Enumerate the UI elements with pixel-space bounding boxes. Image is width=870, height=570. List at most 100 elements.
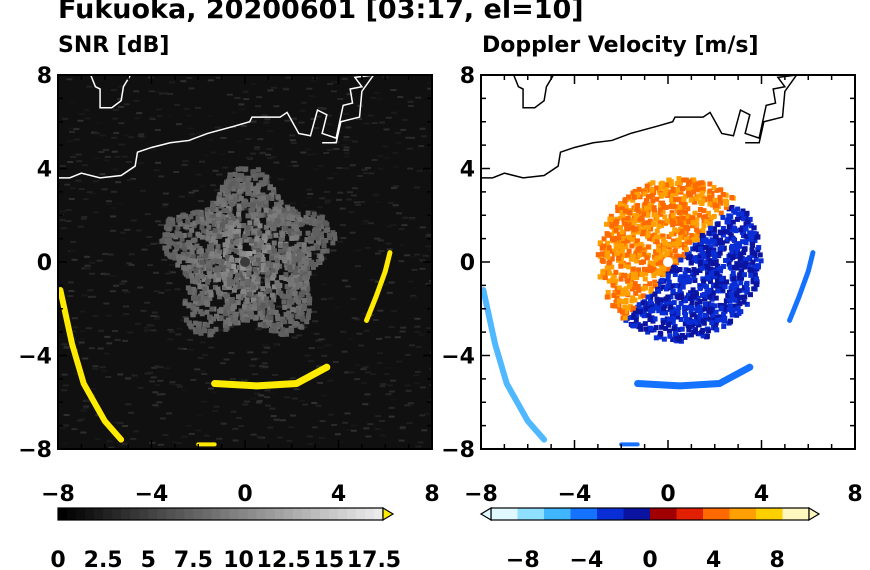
x-tick-label: −8 (464, 482, 498, 507)
colorbar-underflow (479, 506, 492, 522)
colorbar-overflow (382, 506, 395, 522)
colorbar-cell (597, 508, 607, 520)
colorbar-cell (650, 508, 660, 520)
colorbar-cell (508, 508, 518, 520)
colorbar-cell (703, 508, 713, 520)
colorbar-cell (292, 508, 303, 520)
colorbar-cell (256, 508, 267, 520)
colorbar-tick-label: 5 (141, 548, 156, 570)
colorbar-cell (605, 508, 616, 520)
colorbar-cell (561, 508, 571, 520)
colorbar-cell (139, 508, 149, 520)
y-tick-label: 4 (37, 158, 52, 183)
colorbar-cell (614, 508, 624, 520)
colorbar-cell (283, 508, 294, 520)
coastline (90, 75, 132, 109)
colorbar-cell (658, 508, 669, 520)
colorbar-cell (229, 508, 240, 520)
x-tick-label: 8 (424, 482, 439, 507)
colorbar-cell (676, 508, 686, 520)
y-tick-label: −4 (18, 345, 52, 370)
colorbar-cell (328, 508, 339, 520)
x-tick-label: 0 (660, 482, 675, 507)
echo-band (481, 287, 548, 443)
colorbar-cell (632, 508, 642, 520)
colorbar-cell (319, 508, 330, 520)
doppler-panel: −8 −4 0 4 8 8 4 0 −4 −8 −8 −4 0 4 8 (441, 64, 862, 570)
colorbar-cell (58, 508, 68, 520)
y-tick-label: 4 (460, 158, 475, 183)
colorbar-cell (641, 508, 651, 520)
colorbar-cell (310, 508, 321, 520)
colorbar-cell (112, 508, 122, 520)
x-tick-label: −8 (41, 482, 75, 507)
y-tick-label: −4 (441, 345, 475, 370)
colorbar-cell (623, 508, 633, 520)
colorbar-cell (166, 508, 176, 520)
colorbar-tick-label: 15 (314, 548, 345, 570)
x-tick-label: 8 (847, 482, 862, 507)
colorbar-cell (364, 508, 375, 520)
colorbar-cell (346, 508, 357, 520)
colorbar-cell (517, 508, 527, 520)
radar-center (663, 257, 673, 267)
y-tick-label: 8 (460, 64, 475, 89)
colorbar-cell (552, 508, 563, 520)
colorbar-tick-label: 2.5 (84, 548, 123, 570)
colorbar-cell (373, 508, 384, 520)
colorbar: 0 2.5 5 7.5 10 12.5 15 17.5 (50, 506, 401, 570)
colorbar-cell (782, 508, 792, 520)
x-tick-label: 4 (754, 482, 769, 507)
colorbar-cell (220, 508, 231, 520)
y-tick-label: −8 (18, 438, 52, 463)
colorbar-cell (773, 508, 783, 520)
y-tick-label: −8 (441, 438, 475, 463)
colorbar-tick-label: 8 (770, 548, 785, 570)
x-tick-label: 0 (237, 482, 252, 507)
colorbar-cell (667, 508, 677, 520)
colorbar-cell (756, 508, 766, 520)
coastline (513, 75, 555, 109)
colorbar-tick-label: 17.5 (347, 548, 401, 570)
colorbar: −8 −4 0 4 8 (479, 506, 821, 570)
colorbar-cell (157, 508, 167, 520)
colorbar-cell (800, 508, 810, 520)
central-echo (159, 166, 338, 338)
colorbar-tick-label: 7.5 (174, 548, 213, 570)
colorbar-cell (720, 508, 730, 520)
colorbar-cell (337, 508, 348, 520)
colorbar-cell (301, 508, 312, 520)
colorbar-cell (202, 508, 212, 520)
colorbar-tick-label: −4 (570, 548, 604, 570)
colorbar-cell (570, 508, 580, 520)
colorbar-cell (535, 508, 545, 520)
echo-band (787, 250, 816, 323)
echo-band (58, 287, 125, 443)
colorbar-cell (274, 508, 285, 520)
colorbar-cell (499, 508, 510, 520)
colorbar-cell (355, 508, 366, 520)
colorbar-cell (103, 508, 113, 520)
x-tick-label: 4 (331, 482, 346, 507)
y-tick-label: 0 (37, 251, 52, 276)
colorbar-tick-label: 0 (50, 548, 65, 570)
colorbar-cell (544, 508, 554, 520)
colorbar-cell (121, 508, 131, 520)
echo-band (364, 250, 393, 323)
colorbar-tick-label: 4 (706, 548, 721, 570)
colorbar-tick-label: 12.5 (257, 548, 311, 570)
colorbar-cell (526, 508, 536, 520)
colorbar-cell (738, 508, 748, 520)
echo-band (634, 363, 754, 390)
radar-center (240, 257, 250, 267)
colorbar-cell (184, 508, 194, 520)
colorbar-cell (175, 508, 185, 520)
colorbar-cell (148, 508, 158, 520)
velocity-field (595, 176, 764, 344)
colorbar-cell (94, 508, 104, 520)
colorbar-overflow (808, 506, 821, 522)
colorbar-cell (694, 508, 704, 520)
colorbar-cell (265, 508, 276, 520)
x-tick-label: −4 (558, 482, 592, 507)
